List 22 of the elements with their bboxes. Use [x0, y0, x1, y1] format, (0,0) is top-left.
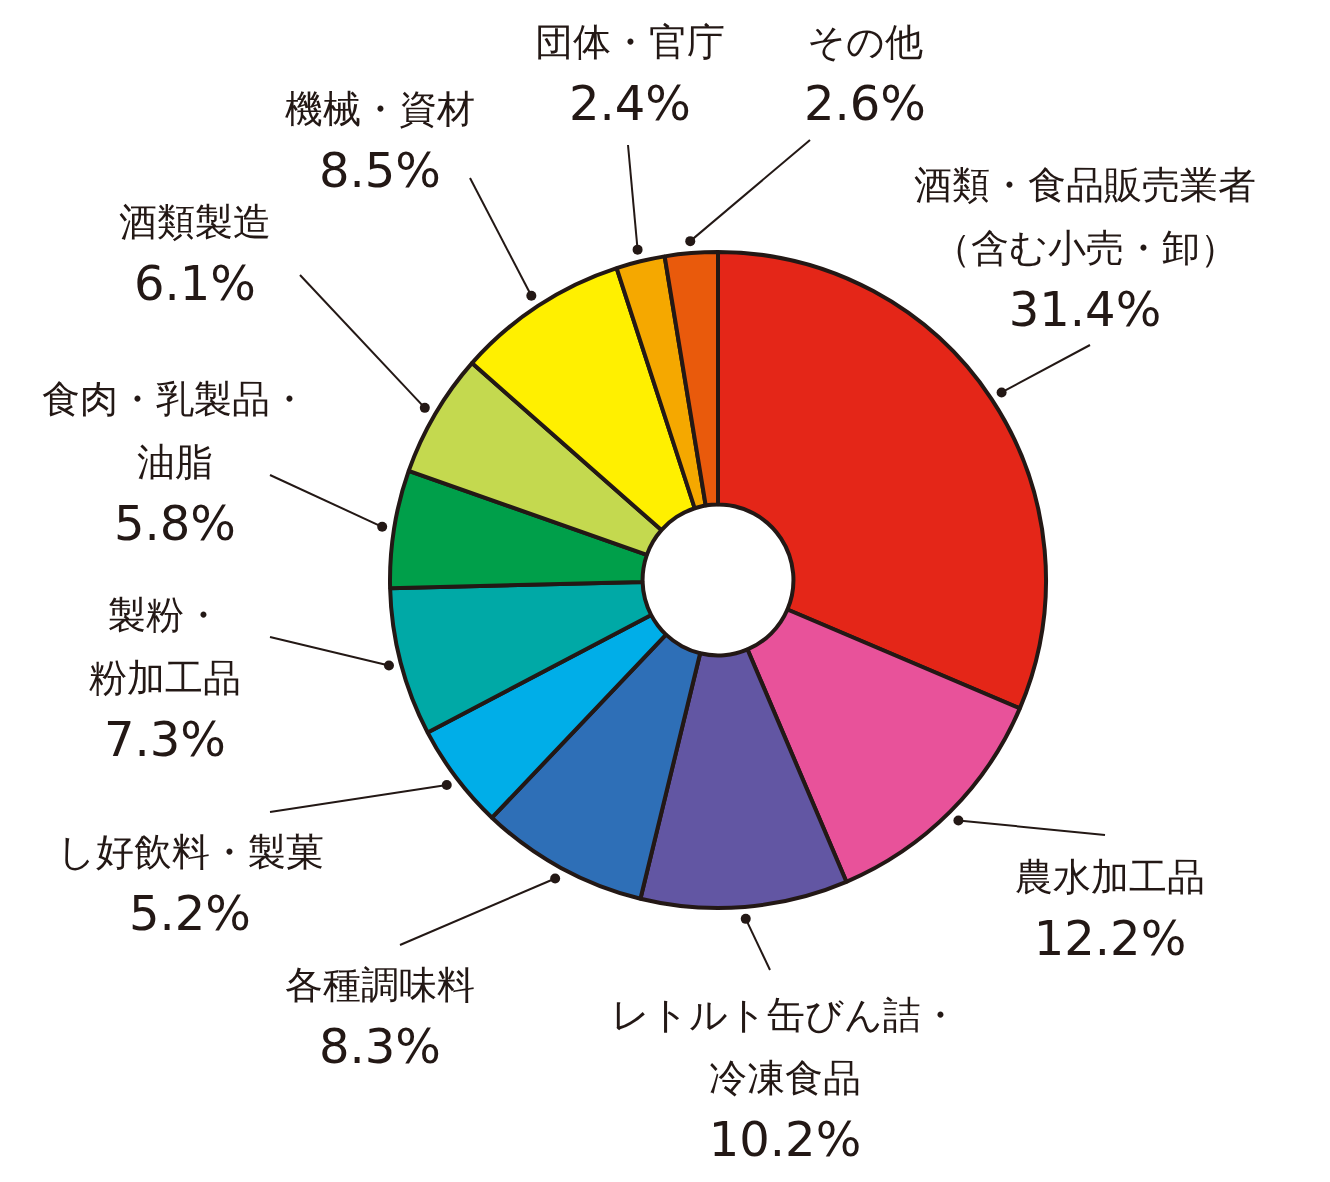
slice-label: 製粉・粉加工品: [89, 592, 241, 700]
slice-label: 酒類製造: [119, 199, 271, 244]
data-label: 2.4%: [569, 75, 691, 132]
data-label: 2.6%: [804, 75, 926, 132]
slice-label: レトルト缶びん詰・冷凍食品: [611, 992, 959, 1100]
slice-label: 団体・官庁: [535, 19, 725, 64]
data-label: 12.2%: [1033, 910, 1187, 967]
data-label: 31.4%: [1008, 281, 1162, 338]
slice-label: し好飲料・製菓: [56, 829, 324, 874]
data-label: 8.3%: [319, 1018, 441, 1075]
data-label: 6.1%: [134, 255, 256, 312]
slice-label: その他: [807, 19, 923, 64]
data-label: 7.3%: [104, 711, 226, 768]
slice-label: 各種調味料: [285, 962, 475, 1007]
data-label: 5.2%: [129, 885, 251, 942]
slice-label: 農水加工品: [1015, 854, 1205, 899]
data-label: 5.8%: [114, 495, 236, 552]
data-label: 10.2%: [708, 1111, 862, 1168]
data-label: 8.5%: [319, 142, 441, 199]
slice-label: 酒類・食品販売業者（含む小売・卸）: [914, 162, 1256, 270]
slice-label: 機械・資材: [285, 86, 475, 131]
slice-label: 食肉・乳製品・油脂: [42, 376, 308, 484]
